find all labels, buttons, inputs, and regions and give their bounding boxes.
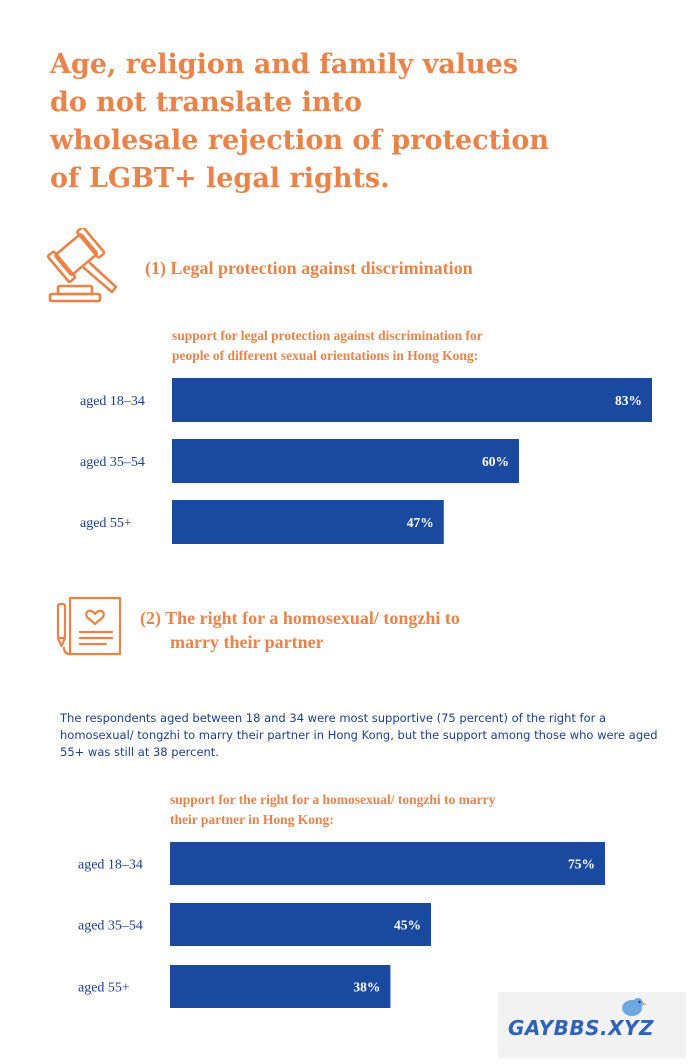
category-label: aged 35–54 [78,919,143,934]
value-label: 47% [407,515,434,530]
section-2-title: (2) The right for a homosexual/ tongzhi … [140,606,460,654]
watermark: GAYBBS.XYZ [498,992,686,1058]
document-heart-icon [56,596,122,656]
headline-line: Age, religion and family values [50,49,519,80]
bar [170,965,391,1008]
chart-2-title-line: their partner in Hong Kong: [170,812,334,827]
value-label: 60% [482,454,509,469]
watermark-text: GAYBBS.XYZ [508,1016,654,1040]
bar [172,378,652,422]
value-label: 45% [394,918,421,933]
chart-2-title-line: support for the right for a homosexual/ … [170,792,496,807]
paragraph: The respondents aged between 18 and 34 w… [60,711,658,759]
chart-1-title-line: people of different sexual orientations … [172,348,479,363]
category-label: aged 55+ [78,981,130,996]
chart-1-title: support for legal protection against dis… [172,326,483,366]
bar [172,439,519,483]
value-label: 83% [615,393,642,408]
category-label: aged 55+ [80,516,132,531]
section-1-title-text: (1) Legal protection against discriminat… [145,258,473,278]
chart-2-title: support for the right for a homosexual/ … [170,790,495,830]
bird-icon [622,998,647,1016]
bar [170,903,431,946]
value-label: 38% [353,980,380,995]
value-label: 75% [568,857,595,872]
category-label: aged 35–54 [80,455,145,470]
headline-line: wholesale rejection of protection [50,125,549,156]
section-1-title: (1) Legal protection against discriminat… [145,256,473,280]
bar [172,500,444,544]
chart-1-title-line: support for legal protection against dis… [172,328,483,343]
headline-line: do not translate into [50,87,362,118]
category-label: aged 18–34 [78,858,143,873]
category-label: aged 18–34 [80,394,145,409]
headline-line: of LGBT+ legal rights. [50,163,390,194]
gavel-icon [46,228,118,303]
headline: Age, religion and family values do not t… [50,46,650,198]
section-2-title-line: marry their partner [170,632,324,652]
section-2-title-line: (2) The right for a homosexual/ tongzhi … [140,608,460,628]
bar [170,842,605,885]
